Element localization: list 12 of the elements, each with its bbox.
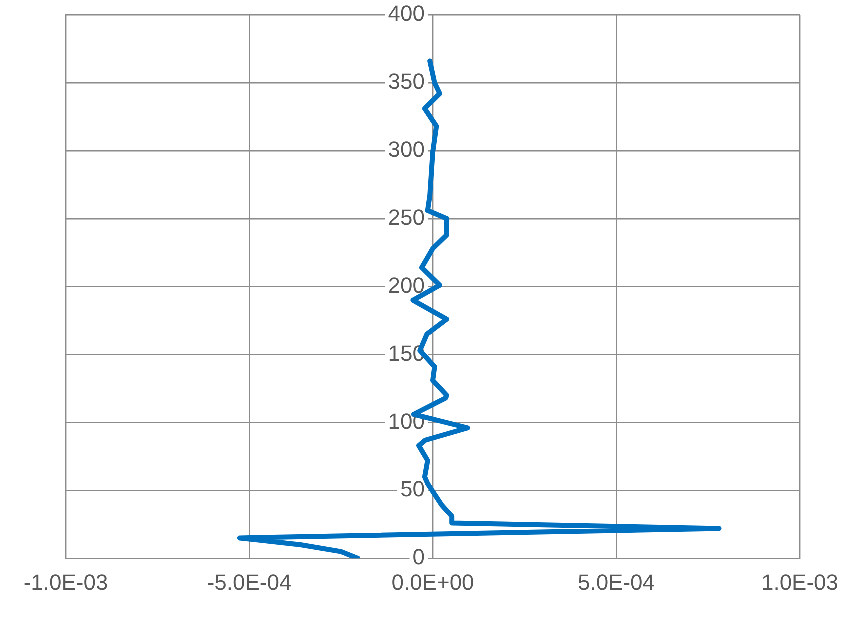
y-tick-label: 200 — [388, 272, 425, 298]
x-tick-label: -5.0E-04 — [207, 570, 292, 595]
x-tick-label: 5.0E-04 — [578, 570, 656, 595]
x-tick-label: -1.0E-03 — [24, 570, 108, 595]
y-tick-label: 400 — [388, 1, 425, 26]
x-tick-label: 1.0E-03 — [761, 570, 839, 595]
y-tick-label: 250 — [388, 204, 425, 230]
y-tick-label: 0 — [412, 544, 425, 570]
y-tick-label: 350 — [388, 69, 425, 94]
y-tick-label: 300 — [388, 136, 425, 162]
y-tick-label: 50 — [400, 476, 425, 502]
x-tick-label: 0.0E+00 — [392, 570, 474, 595]
